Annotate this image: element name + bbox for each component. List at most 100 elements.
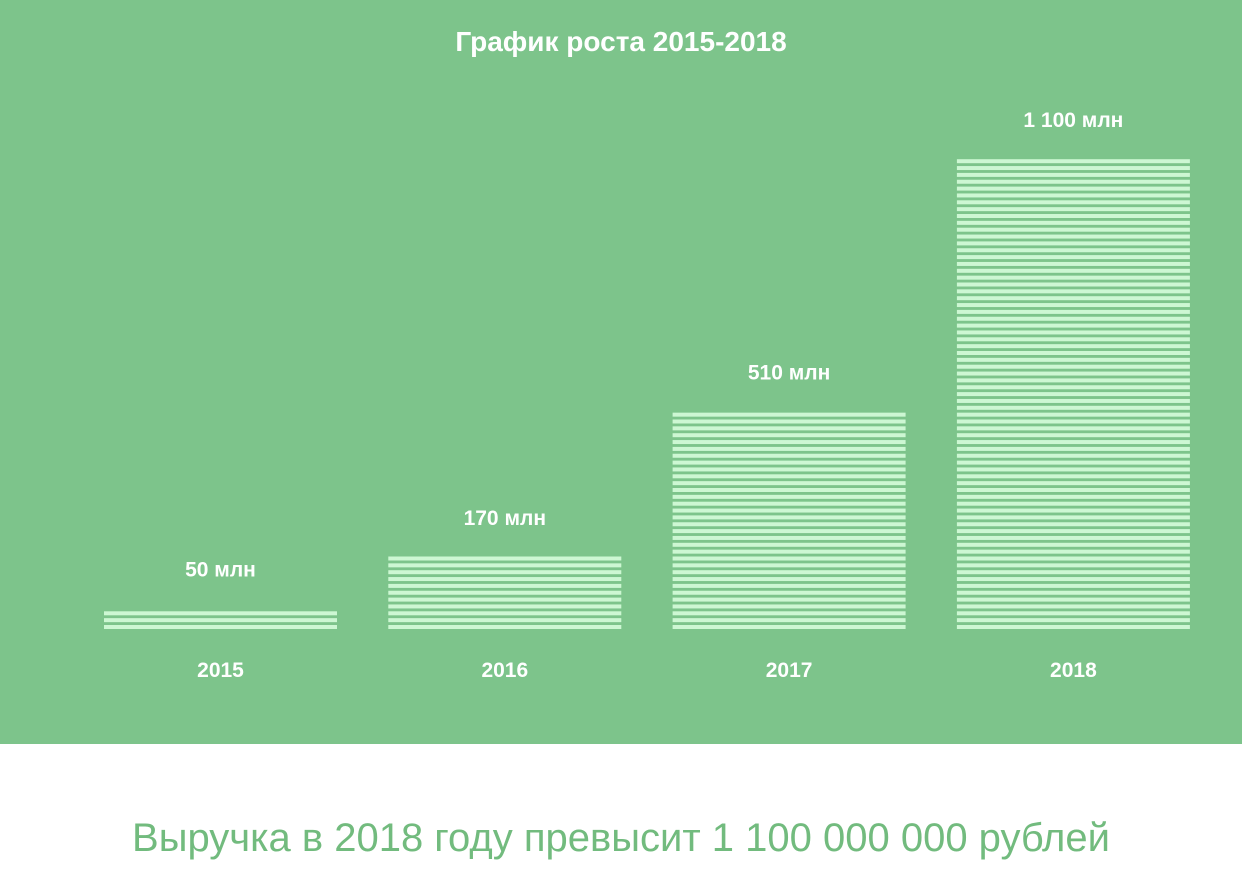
bar-stripe bbox=[956, 412, 1190, 417]
bar-stripe bbox=[956, 446, 1190, 451]
bar-stripe bbox=[956, 426, 1190, 431]
bar-stripe bbox=[956, 275, 1190, 280]
bar-stripe bbox=[672, 515, 906, 520]
bar-stripe bbox=[672, 481, 906, 486]
bar-2018 bbox=[956, 159, 1190, 629]
bar-stripe bbox=[956, 419, 1190, 424]
bar-stripe bbox=[956, 207, 1190, 212]
bar-stripe bbox=[956, 241, 1190, 246]
chart-title: График роста 2015-2018 bbox=[455, 26, 787, 57]
bar-stripe bbox=[672, 488, 906, 492]
bar-stripe bbox=[672, 563, 906, 568]
bar-stripe bbox=[956, 563, 1190, 568]
bar-stripe bbox=[672, 419, 906, 424]
bar-2015 bbox=[104, 611, 337, 629]
bar-stripe bbox=[956, 474, 1190, 479]
bar-stripe bbox=[672, 618, 906, 623]
bar-stripe bbox=[956, 193, 1190, 198]
bar-stripe bbox=[956, 234, 1190, 239]
bar-stripe bbox=[104, 625, 337, 629]
bar-stripe bbox=[956, 590, 1190, 595]
bar-stripe bbox=[956, 433, 1190, 438]
bar-stripe bbox=[956, 529, 1190, 534]
bar-stripe bbox=[956, 481, 1190, 486]
bar-stripe bbox=[956, 296, 1190, 301]
bar-stripe bbox=[956, 248, 1190, 253]
bar-stripe bbox=[672, 494, 906, 499]
x-tick-label-2017: 2017 bbox=[766, 659, 813, 682]
bar-stripe bbox=[956, 357, 1190, 362]
bar-stripe bbox=[672, 625, 906, 629]
data-label-2017: 510 млн bbox=[748, 362, 830, 385]
bar-stripe bbox=[388, 590, 622, 595]
bar-stripe bbox=[388, 583, 622, 588]
bar-stripe bbox=[956, 282, 1190, 287]
bar-stripe bbox=[956, 549, 1190, 554]
bar-stripe bbox=[672, 508, 906, 513]
bar-stripe bbox=[956, 556, 1190, 561]
bar-stripe bbox=[672, 426, 906, 431]
bar-stripe bbox=[672, 474, 906, 479]
bar-stripe bbox=[672, 535, 906, 540]
bar-stripe bbox=[956, 172, 1190, 177]
bar-stripe bbox=[672, 577, 906, 582]
bar-stripe bbox=[672, 611, 906, 616]
bar-stripe bbox=[672, 446, 906, 451]
bar-stripe bbox=[672, 542, 906, 547]
bar-2016 bbox=[388, 556, 622, 629]
bar-stripe bbox=[104, 618, 337, 623]
bar-stripe bbox=[956, 309, 1190, 314]
bar-stripe bbox=[388, 570, 622, 575]
bar-stripe bbox=[672, 556, 906, 561]
bar-stripe bbox=[672, 433, 906, 438]
bar-stripe bbox=[672, 597, 906, 602]
bar-stripe bbox=[956, 618, 1190, 623]
bar-stripe bbox=[956, 488, 1190, 492]
bar-stripe bbox=[672, 460, 906, 465]
x-tick-label-2018: 2018 bbox=[1050, 659, 1097, 682]
bar-stripe bbox=[956, 494, 1190, 499]
bar-stripe bbox=[956, 227, 1190, 232]
bar-stripe bbox=[956, 351, 1190, 355]
bar-stripe bbox=[388, 625, 622, 629]
bar-stripe bbox=[388, 618, 622, 623]
bar-stripe bbox=[956, 577, 1190, 582]
bar-stripe bbox=[956, 611, 1190, 616]
bar-stripe bbox=[956, 214, 1190, 218]
bar-stripe bbox=[388, 597, 622, 602]
bar-stripe bbox=[672, 529, 906, 534]
bar-stripe bbox=[104, 611, 337, 616]
chart-panel: График роста 2015-2018 50 млн 2015 170 млн… bbox=[0, 0, 1242, 744]
data-label-2016: 170 млн bbox=[464, 507, 546, 530]
bar-stripe bbox=[956, 316, 1190, 321]
bar-stripe bbox=[956, 604, 1190, 609]
bar-chart: 50 млн 2015 170 млн 2016 510 млн 2017 1 100 мл… bbox=[104, 109, 1190, 682]
bar-stripe bbox=[956, 323, 1190, 328]
bar-stripe bbox=[956, 268, 1190, 273]
bar-stripe bbox=[956, 597, 1190, 602]
revenue-statement: Выручка в 2018 году превысит 1 100 000 0… bbox=[132, 816, 1110, 860]
x-tick-label-2016: 2016 bbox=[481, 659, 528, 682]
bar-stripe bbox=[956, 255, 1190, 260]
bar-stripe bbox=[956, 460, 1190, 465]
bar-stripe bbox=[956, 344, 1190, 349]
bar-stripe bbox=[956, 625, 1190, 629]
bar-stripe bbox=[956, 289, 1190, 294]
bar-2017 bbox=[672, 412, 906, 629]
bar-stripe bbox=[956, 405, 1190, 410]
bar-stripe bbox=[672, 501, 906, 506]
bar-stripe bbox=[956, 159, 1190, 164]
bar-stripe bbox=[672, 522, 906, 527]
bar-stripe bbox=[388, 611, 622, 616]
bar-stripe bbox=[956, 398, 1190, 403]
bar-stripe bbox=[956, 453, 1190, 458]
bar-stripe bbox=[388, 563, 622, 568]
bar-stripe bbox=[672, 570, 906, 575]
bar-stripe bbox=[956, 467, 1190, 472]
bar-stripe bbox=[388, 604, 622, 609]
bar-stripe bbox=[956, 166, 1190, 171]
bar-stripe bbox=[956, 200, 1190, 205]
bar-stripe bbox=[956, 330, 1190, 335]
bar-stripe bbox=[672, 590, 906, 595]
bar-stripe bbox=[956, 364, 1190, 369]
